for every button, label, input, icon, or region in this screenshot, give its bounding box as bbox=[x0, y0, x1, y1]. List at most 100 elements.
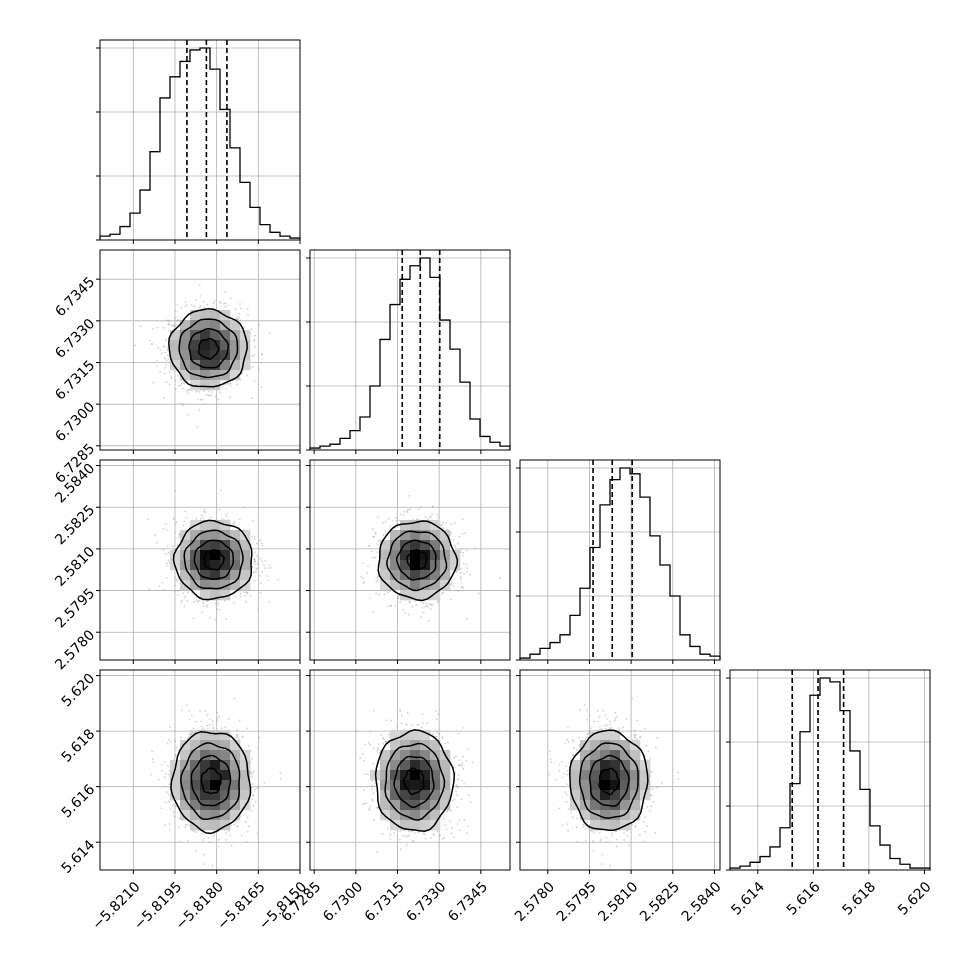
contour-line bbox=[193, 539, 235, 580]
scatter-point bbox=[375, 532, 377, 535]
scatter-point bbox=[258, 786, 260, 789]
scatter-point bbox=[469, 573, 471, 576]
scatter-point bbox=[646, 825, 648, 828]
density-cell bbox=[390, 580, 401, 591]
scatter-point bbox=[615, 838, 618, 841]
scatter-point bbox=[661, 782, 663, 784]
density-cell bbox=[440, 760, 451, 771]
scatter-point bbox=[188, 709, 191, 712]
scatter-point bbox=[251, 520, 254, 522]
scatter-point bbox=[639, 735, 642, 738]
scatter-point bbox=[435, 710, 437, 713]
scatter-point bbox=[634, 733, 637, 736]
scatter-point bbox=[193, 830, 196, 833]
scatter-point bbox=[165, 381, 168, 384]
scatter-point bbox=[230, 385, 233, 387]
density-cell bbox=[170, 340, 181, 351]
contour-line bbox=[386, 530, 448, 592]
scatter-point bbox=[245, 600, 248, 603]
density-cell bbox=[210, 320, 221, 331]
density-cell bbox=[230, 550, 241, 561]
density-cell bbox=[180, 740, 191, 751]
y-tick-label: 5.618 bbox=[59, 726, 99, 766]
scatter-point bbox=[460, 577, 462, 580]
scatter-point bbox=[159, 370, 162, 373]
scatter-point bbox=[173, 815, 176, 818]
scatter-point bbox=[565, 738, 568, 741]
scatter-point bbox=[374, 531, 377, 534]
scatter-point bbox=[363, 743, 366, 746]
density-cell bbox=[240, 560, 251, 571]
scatter-point bbox=[362, 577, 365, 579]
scatter-point bbox=[168, 371, 171, 374]
scatter-point bbox=[256, 832, 259, 834]
scatter-point bbox=[194, 850, 197, 852]
scatter-point bbox=[363, 802, 366, 805]
scatter-point bbox=[457, 590, 459, 592]
scatter-point bbox=[591, 830, 593, 833]
scatter-point bbox=[455, 790, 457, 793]
scatter-point bbox=[432, 833, 435, 835]
density-cell bbox=[200, 530, 211, 541]
density-cell bbox=[190, 780, 201, 791]
scatter-point bbox=[216, 601, 219, 603]
scatter-point bbox=[263, 564, 265, 566]
density-cell bbox=[380, 550, 391, 561]
scatter-point bbox=[241, 736, 244, 739]
scatter-point bbox=[406, 509, 408, 512]
scatter-point bbox=[208, 718, 211, 720]
density-cell bbox=[400, 750, 411, 761]
scatter-point bbox=[440, 524, 443, 527]
scatter-point bbox=[371, 799, 374, 802]
scatter-point bbox=[387, 827, 389, 830]
scatter-point bbox=[203, 605, 205, 608]
scatter-point bbox=[168, 773, 170, 776]
y-tick-label: 2.5795 bbox=[52, 586, 98, 632]
scatter-point bbox=[177, 593, 180, 596]
scatter-point bbox=[382, 742, 385, 745]
scatter-point bbox=[164, 357, 166, 360]
scatter-point bbox=[208, 390, 210, 393]
density-cell bbox=[200, 370, 211, 381]
scatter-point bbox=[196, 425, 199, 428]
scatter-point bbox=[572, 753, 574, 756]
scatter-point bbox=[195, 390, 198, 393]
scatter-point bbox=[191, 592, 193, 594]
scatter-point bbox=[376, 750, 378, 752]
scatter-point bbox=[422, 721, 424, 724]
density-cell bbox=[580, 790, 591, 801]
scatter-point bbox=[362, 582, 365, 584]
scatter-point bbox=[373, 819, 376, 822]
scatter-point bbox=[599, 728, 601, 731]
scatter-point bbox=[633, 735, 636, 738]
scatter-point bbox=[164, 366, 167, 369]
scatter-point bbox=[199, 398, 202, 401]
scatter-point bbox=[478, 592, 480, 595]
scatter-point bbox=[213, 300, 216, 302]
scatter-point bbox=[372, 528, 374, 530]
scatter-point bbox=[184, 300, 187, 303]
scatter-point bbox=[183, 605, 186, 608]
contour-line bbox=[384, 742, 446, 821]
scatter-point bbox=[225, 618, 228, 620]
scatter-point bbox=[399, 848, 402, 850]
scatter-point bbox=[450, 531, 453, 534]
scatter-point bbox=[465, 617, 468, 620]
scatter-point bbox=[453, 756, 456, 759]
scatter-point bbox=[160, 769, 163, 772]
density-cell bbox=[600, 820, 611, 831]
scatter-point bbox=[258, 368, 260, 371]
scatter-point bbox=[154, 534, 157, 537]
contour-line bbox=[188, 327, 230, 369]
scatter-point bbox=[211, 720, 214, 723]
scatter-point bbox=[360, 576, 363, 579]
scatter-point bbox=[195, 299, 198, 301]
scatter-point bbox=[441, 736, 443, 738]
scatter-point bbox=[443, 818, 446, 820]
x-tick-label: 2.5810 bbox=[595, 879, 641, 925]
density-cell bbox=[380, 760, 391, 771]
scatter-point bbox=[165, 359, 168, 362]
density-cell bbox=[390, 740, 401, 751]
scatter-point bbox=[403, 510, 405, 513]
scatter-point bbox=[564, 742, 567, 745]
